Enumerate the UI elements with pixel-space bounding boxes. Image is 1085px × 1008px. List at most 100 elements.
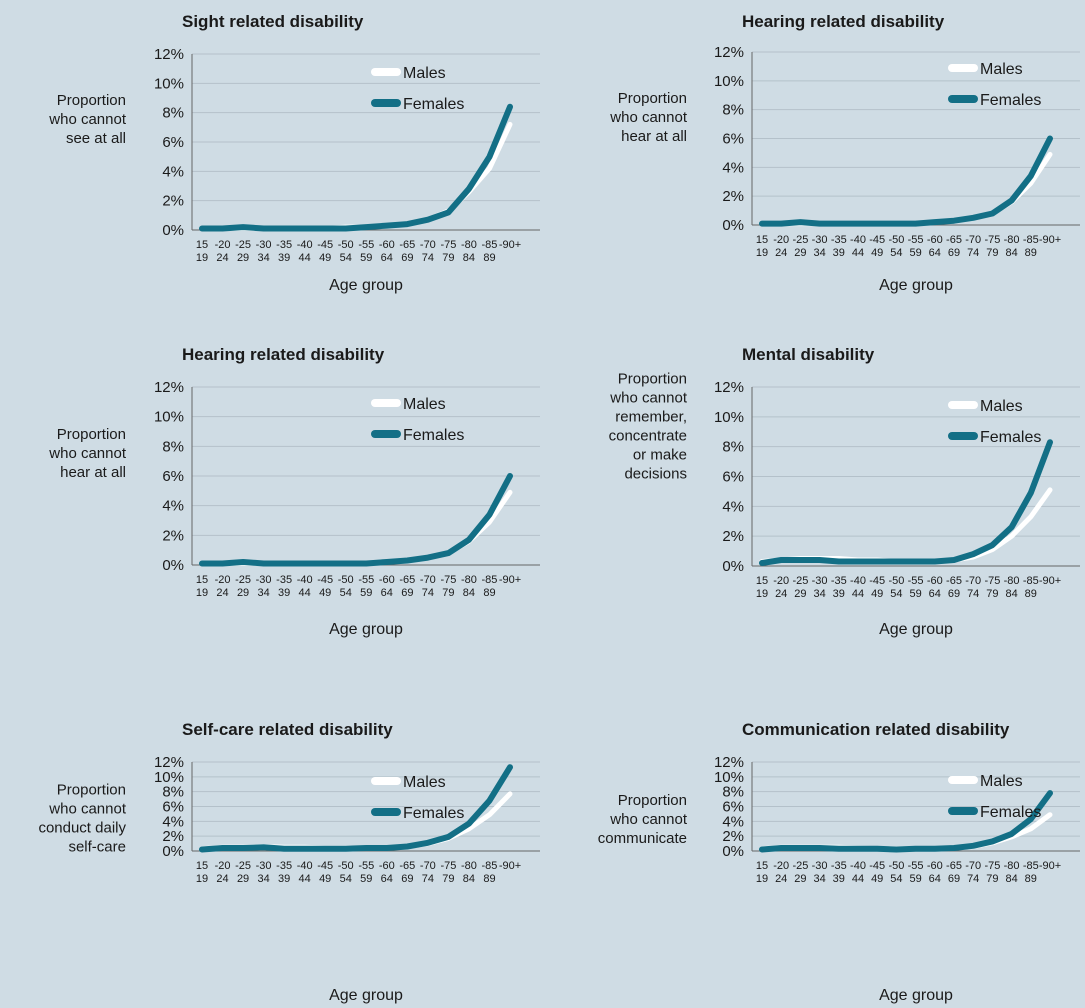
x-axis-label: Age group <box>879 277 953 294</box>
x-tick-label: -20 <box>773 234 789 246</box>
x-tick-label: -90+ <box>1039 860 1061 872</box>
x-tick-label-lower: 59 <box>360 587 372 599</box>
x-tick-label-lower: 54 <box>340 587 352 599</box>
y-axis-label: who cannot <box>609 390 688 407</box>
x-tick-label: -60 <box>927 234 943 246</box>
x-tick-label-lower: 24 <box>216 587 228 599</box>
x-tick-label-lower: 74 <box>422 252 434 264</box>
x-tick-label-lower: 64 <box>929 873 941 885</box>
x-tick-label-lower: 29 <box>794 247 806 259</box>
x-tick-label: -55 <box>358 239 374 251</box>
legend-label-males: Males <box>403 774 446 791</box>
legend-label-males: Males <box>403 65 446 82</box>
x-tick-label: -20 <box>773 860 789 872</box>
x-tick-label-lower: 69 <box>948 247 960 259</box>
series-line-females <box>199 764 513 853</box>
x-tick-label-lower: 49 <box>319 873 331 885</box>
x-tick-label: -60 <box>927 860 943 872</box>
x-tick-label: -35 <box>831 860 847 872</box>
x-tick-label-lower: 19 <box>196 252 208 264</box>
x-tick-label: -65 <box>946 575 962 587</box>
x-tick-label-lower: 64 <box>929 588 941 600</box>
x-tick-label: -30 <box>812 860 828 872</box>
y-axis-label: who cannot <box>609 109 688 126</box>
y-tick-label: 10% <box>714 73 744 90</box>
x-tick-label-lower: 89 <box>483 587 495 599</box>
x-tick-label: -55 <box>908 575 924 587</box>
x-tick-label: -25 <box>792 860 808 872</box>
x-tick-label-lower: 69 <box>401 252 413 264</box>
x-tick-label: -75 <box>440 239 456 251</box>
x-tick-label-lower: 29 <box>237 587 249 599</box>
chart-panel-1: Sight related disability 0% 2% 4% 6% 8% 10% 12%… <box>48 12 540 294</box>
y-axis-label: Proportion <box>57 426 126 443</box>
x-tick-label: -60 <box>927 575 943 587</box>
y-tick-label: 12% <box>714 44 744 61</box>
x-axis-label: Age group <box>329 987 403 1004</box>
chart-panel-6: Communication related disability 0%2%4%6%… <box>598 720 1080 1004</box>
y-axis-label: Proportion <box>618 371 687 388</box>
y-tick-label: 6% <box>162 468 184 485</box>
x-tick-label-lower: 84 <box>1005 588 1017 600</box>
x-tick-label-lower: 34 <box>813 247 825 259</box>
y-tick-label: 4% <box>722 813 744 830</box>
legend-label-females: Females <box>403 427 464 444</box>
x-tick-label: 15 <box>196 860 208 872</box>
x-tick-label: -45 <box>869 575 885 587</box>
x-tick-label: -80 <box>461 860 477 872</box>
x-axis-label: Age group <box>879 621 953 638</box>
y-tick-label: 10% <box>154 409 184 426</box>
x-tick-label-lower: 84 <box>1005 247 1017 259</box>
x-tick-label: -50 <box>338 239 354 251</box>
series-line-males <box>759 151 1053 227</box>
y-tick-label: 4% <box>722 159 744 176</box>
x-tick-label: -90+ <box>499 239 521 251</box>
y-tick-label: 2% <box>722 188 744 205</box>
x-tick-label: -80 <box>461 574 477 586</box>
x-tick-label-lower: 89 <box>1025 873 1037 885</box>
x-tick-label: -80 <box>1004 860 1020 872</box>
x-tick-label: 15 <box>756 575 768 587</box>
series-line-females <box>759 790 1053 853</box>
y-tick-label: 10% <box>154 75 184 92</box>
y-axis-label: self-care <box>68 839 126 856</box>
x-tick-label-lower: 69 <box>401 587 413 599</box>
x-tick-label: -20 <box>215 860 231 872</box>
series-line-females <box>199 473 513 567</box>
x-tick-label: -50 <box>338 860 354 872</box>
x-tick-label: -45 <box>317 239 333 251</box>
x-tick-label-lower: 29 <box>794 873 806 885</box>
x-tick-label-lower: 34 <box>257 252 269 264</box>
x-tick-label: -25 <box>235 860 251 872</box>
y-tick-label: 6% <box>722 131 744 148</box>
x-tick-label: -90+ <box>499 574 521 586</box>
y-tick-label: 0% <box>162 843 184 860</box>
y-tick-label: 8% <box>722 784 744 801</box>
x-tick-label-lower: 89 <box>483 873 495 885</box>
x-tick-label: -80 <box>1004 234 1020 246</box>
y-tick-label: 0% <box>722 558 744 575</box>
y-tick-label: 12% <box>714 754 744 771</box>
y-axis-label: remember, <box>615 409 687 426</box>
x-tick-label-lower: 49 <box>319 252 331 264</box>
y-tick-label: 0% <box>162 557 184 574</box>
x-tick-label: 15 <box>756 860 768 872</box>
x-tick-label: -50 <box>888 234 904 246</box>
y-tick-label: 6% <box>162 134 184 151</box>
x-tick-label: -30 <box>256 574 272 586</box>
chart-title: Hearing related disability <box>182 345 385 364</box>
y-axis-label: communicate <box>598 830 687 847</box>
x-tick-label-lower: 24 <box>775 247 787 259</box>
x-tick-label-lower: 39 <box>278 873 290 885</box>
x-tick-label: -50 <box>888 575 904 587</box>
x-axis-label: Age group <box>329 277 403 294</box>
y-axis-label: who cannot <box>48 801 127 818</box>
x-tick-label: -70 <box>965 575 981 587</box>
y-tick-label: 12% <box>154 379 184 396</box>
chart-panel-3: Hearing related disability 0% 2% 4% 6% 8% 10% 1… <box>48 345 540 638</box>
x-tick-label-lower: 74 <box>422 587 434 599</box>
y-tick-label: 12% <box>154 754 184 771</box>
x-tick-label-lower: 89 <box>1025 588 1037 600</box>
x-tick-label: -75 <box>984 575 1000 587</box>
x-tick-label-lower: 44 <box>299 252 311 264</box>
